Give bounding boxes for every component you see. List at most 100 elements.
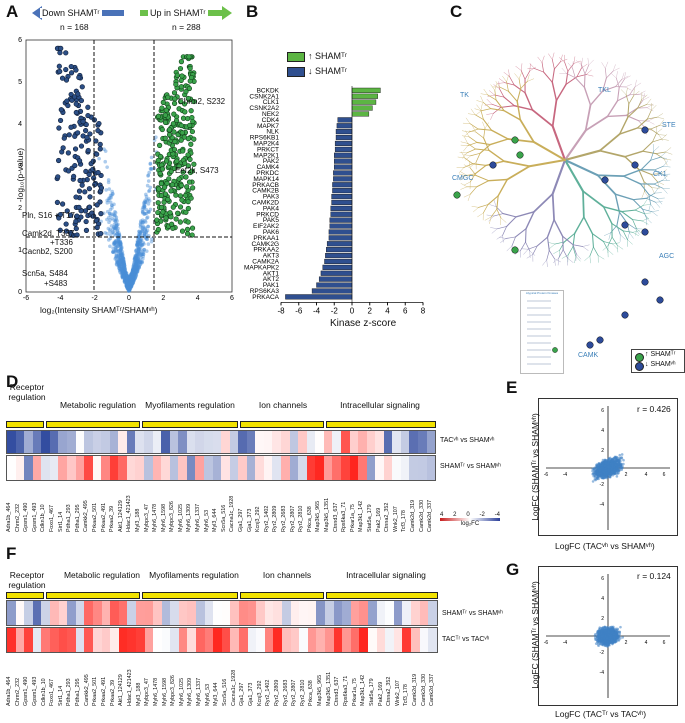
- heatmap-cell: [84, 628, 93, 652]
- volcano-point: [130, 275, 135, 280]
- kinome-branch: [460, 141, 468, 144]
- kinome-branch: [564, 61, 569, 72]
- kinome-branch: [642, 150, 657, 155]
- volcano-point: [129, 274, 134, 278]
- volcano-point: [131, 277, 136, 282]
- heatmap-cell: [127, 628, 136, 652]
- volcano-point: [117, 266, 121, 270]
- volcano-point: [133, 271, 138, 276]
- kinase-label: PAK6: [263, 229, 280, 236]
- volcano-point: [116, 233, 121, 238]
- heatmap-cell: [195, 456, 204, 480]
- volcano-point: [111, 249, 116, 254]
- volcano-point: [127, 276, 131, 281]
- volcano-point: [139, 237, 143, 242]
- volcano-point: [138, 239, 143, 243]
- heatmap-cell: [66, 431, 76, 453]
- kinome-branch: [642, 93, 645, 101]
- heatmap-cell: [349, 431, 359, 453]
- volcano-point: [145, 228, 150, 233]
- kinome-branch: [462, 135, 470, 138]
- volcano-point: [125, 276, 129, 280]
- kinome-branch: [490, 129, 509, 140]
- heatmap-cell: [144, 456, 153, 480]
- volcano-point: [140, 210, 145, 214]
- kinome-dot: [656, 296, 664, 304]
- volcano-point: [127, 287, 132, 292]
- heatmap-cell: [212, 456, 222, 480]
- volcano-point: [127, 283, 132, 288]
- volcano-point: [118, 242, 122, 247]
- heatmap-cell: [84, 431, 93, 453]
- kinome-branch: [551, 192, 555, 221]
- volcano-point: [120, 264, 124, 269]
- volcano-point: [129, 278, 133, 283]
- volcano-point: [129, 276, 133, 280]
- volcano-point: [128, 274, 133, 279]
- volcano-point: [143, 200, 147, 205]
- volcano-point: [132, 270, 136, 274]
- volcano-point: [114, 248, 118, 253]
- volcano-down-point: [84, 134, 90, 141]
- scatter-point: [602, 471, 606, 474]
- kinase-bar: [330, 205, 353, 211]
- volcano-point: [149, 166, 154, 171]
- volcano-point: [123, 279, 128, 284]
- heatmap-cell: [24, 601, 33, 625]
- gene-label: Mybpc3_47: [143, 504, 150, 532]
- kinase-bar-chart: BCKDKCSNK2A1CLK1CSNK2A2NEK2CDK4MAPK7NLKR…: [244, 86, 426, 315]
- e-xlabel: LogFC (TACᵛʰ vs SHAMᵛʰ): [555, 541, 655, 551]
- volcano-point: [144, 207, 148, 212]
- volcano-point: [124, 274, 129, 279]
- heatmap-cell: [306, 431, 316, 453]
- volcano-point: [125, 284, 129, 289]
- heatmap-cell: [126, 431, 136, 453]
- volcano-point: [126, 283, 131, 288]
- volcano-point: [121, 272, 126, 276]
- volcano-point: [124, 283, 129, 288]
- kinome-branch: [659, 157, 667, 159]
- heatmap-cell: [41, 431, 50, 453]
- volcano-point: [116, 258, 121, 263]
- kinase-bar: [328, 235, 353, 241]
- volcano-point: [125, 285, 129, 289]
- kinome-branch: [518, 78, 522, 89]
- volcano-point: [118, 250, 123, 255]
- kinome-branch: [487, 178, 508, 182]
- kinome-branch: [548, 250, 555, 259]
- kinase-tick-label: -8: [277, 306, 285, 315]
- volcano-up-point: [189, 128, 195, 135]
- kinome-branch: [652, 138, 663, 143]
- kinome-branch: [646, 103, 654, 108]
- volcano-point: [140, 260, 144, 265]
- kinome-branch: [617, 86, 620, 102]
- heatmap-cell: [203, 456, 213, 480]
- volcano-point: [138, 262, 143, 266]
- kinome-branch: [622, 230, 628, 240]
- volcano-point: [110, 189, 114, 194]
- volcano-point: [127, 286, 132, 290]
- kinome-branch: [663, 166, 671, 168]
- volcano-point: [114, 249, 119, 253]
- kinase-bar: [333, 170, 353, 176]
- volcano-point: [123, 275, 128, 279]
- volcano-point: [118, 241, 123, 246]
- kinome-branch: [567, 62, 573, 69]
- kinome-branch: [617, 94, 631, 102]
- volcano-point: [112, 202, 116, 207]
- volcano-down-point: [57, 68, 63, 75]
- volcano-point: [138, 231, 143, 235]
- heatmap-cell: [32, 628, 42, 652]
- volcano-point: [121, 272, 126, 277]
- heatmap-cell: [290, 628, 300, 652]
- volcano-up-point: [184, 231, 191, 237]
- scatter-point: [613, 455, 617, 459]
- heatmap-cell: [324, 628, 334, 652]
- kinome-branch: [606, 114, 627, 118]
- heatmap-cell: [238, 456, 247, 480]
- volcano-point: [125, 286, 130, 291]
- atypical-inset: Atypical Protein Kinases: [520, 290, 564, 374]
- volcano-down-point: [68, 91, 74, 98]
- heatmap-cell: [246, 456, 256, 480]
- gene-label: Pdha1_295: [75, 678, 82, 706]
